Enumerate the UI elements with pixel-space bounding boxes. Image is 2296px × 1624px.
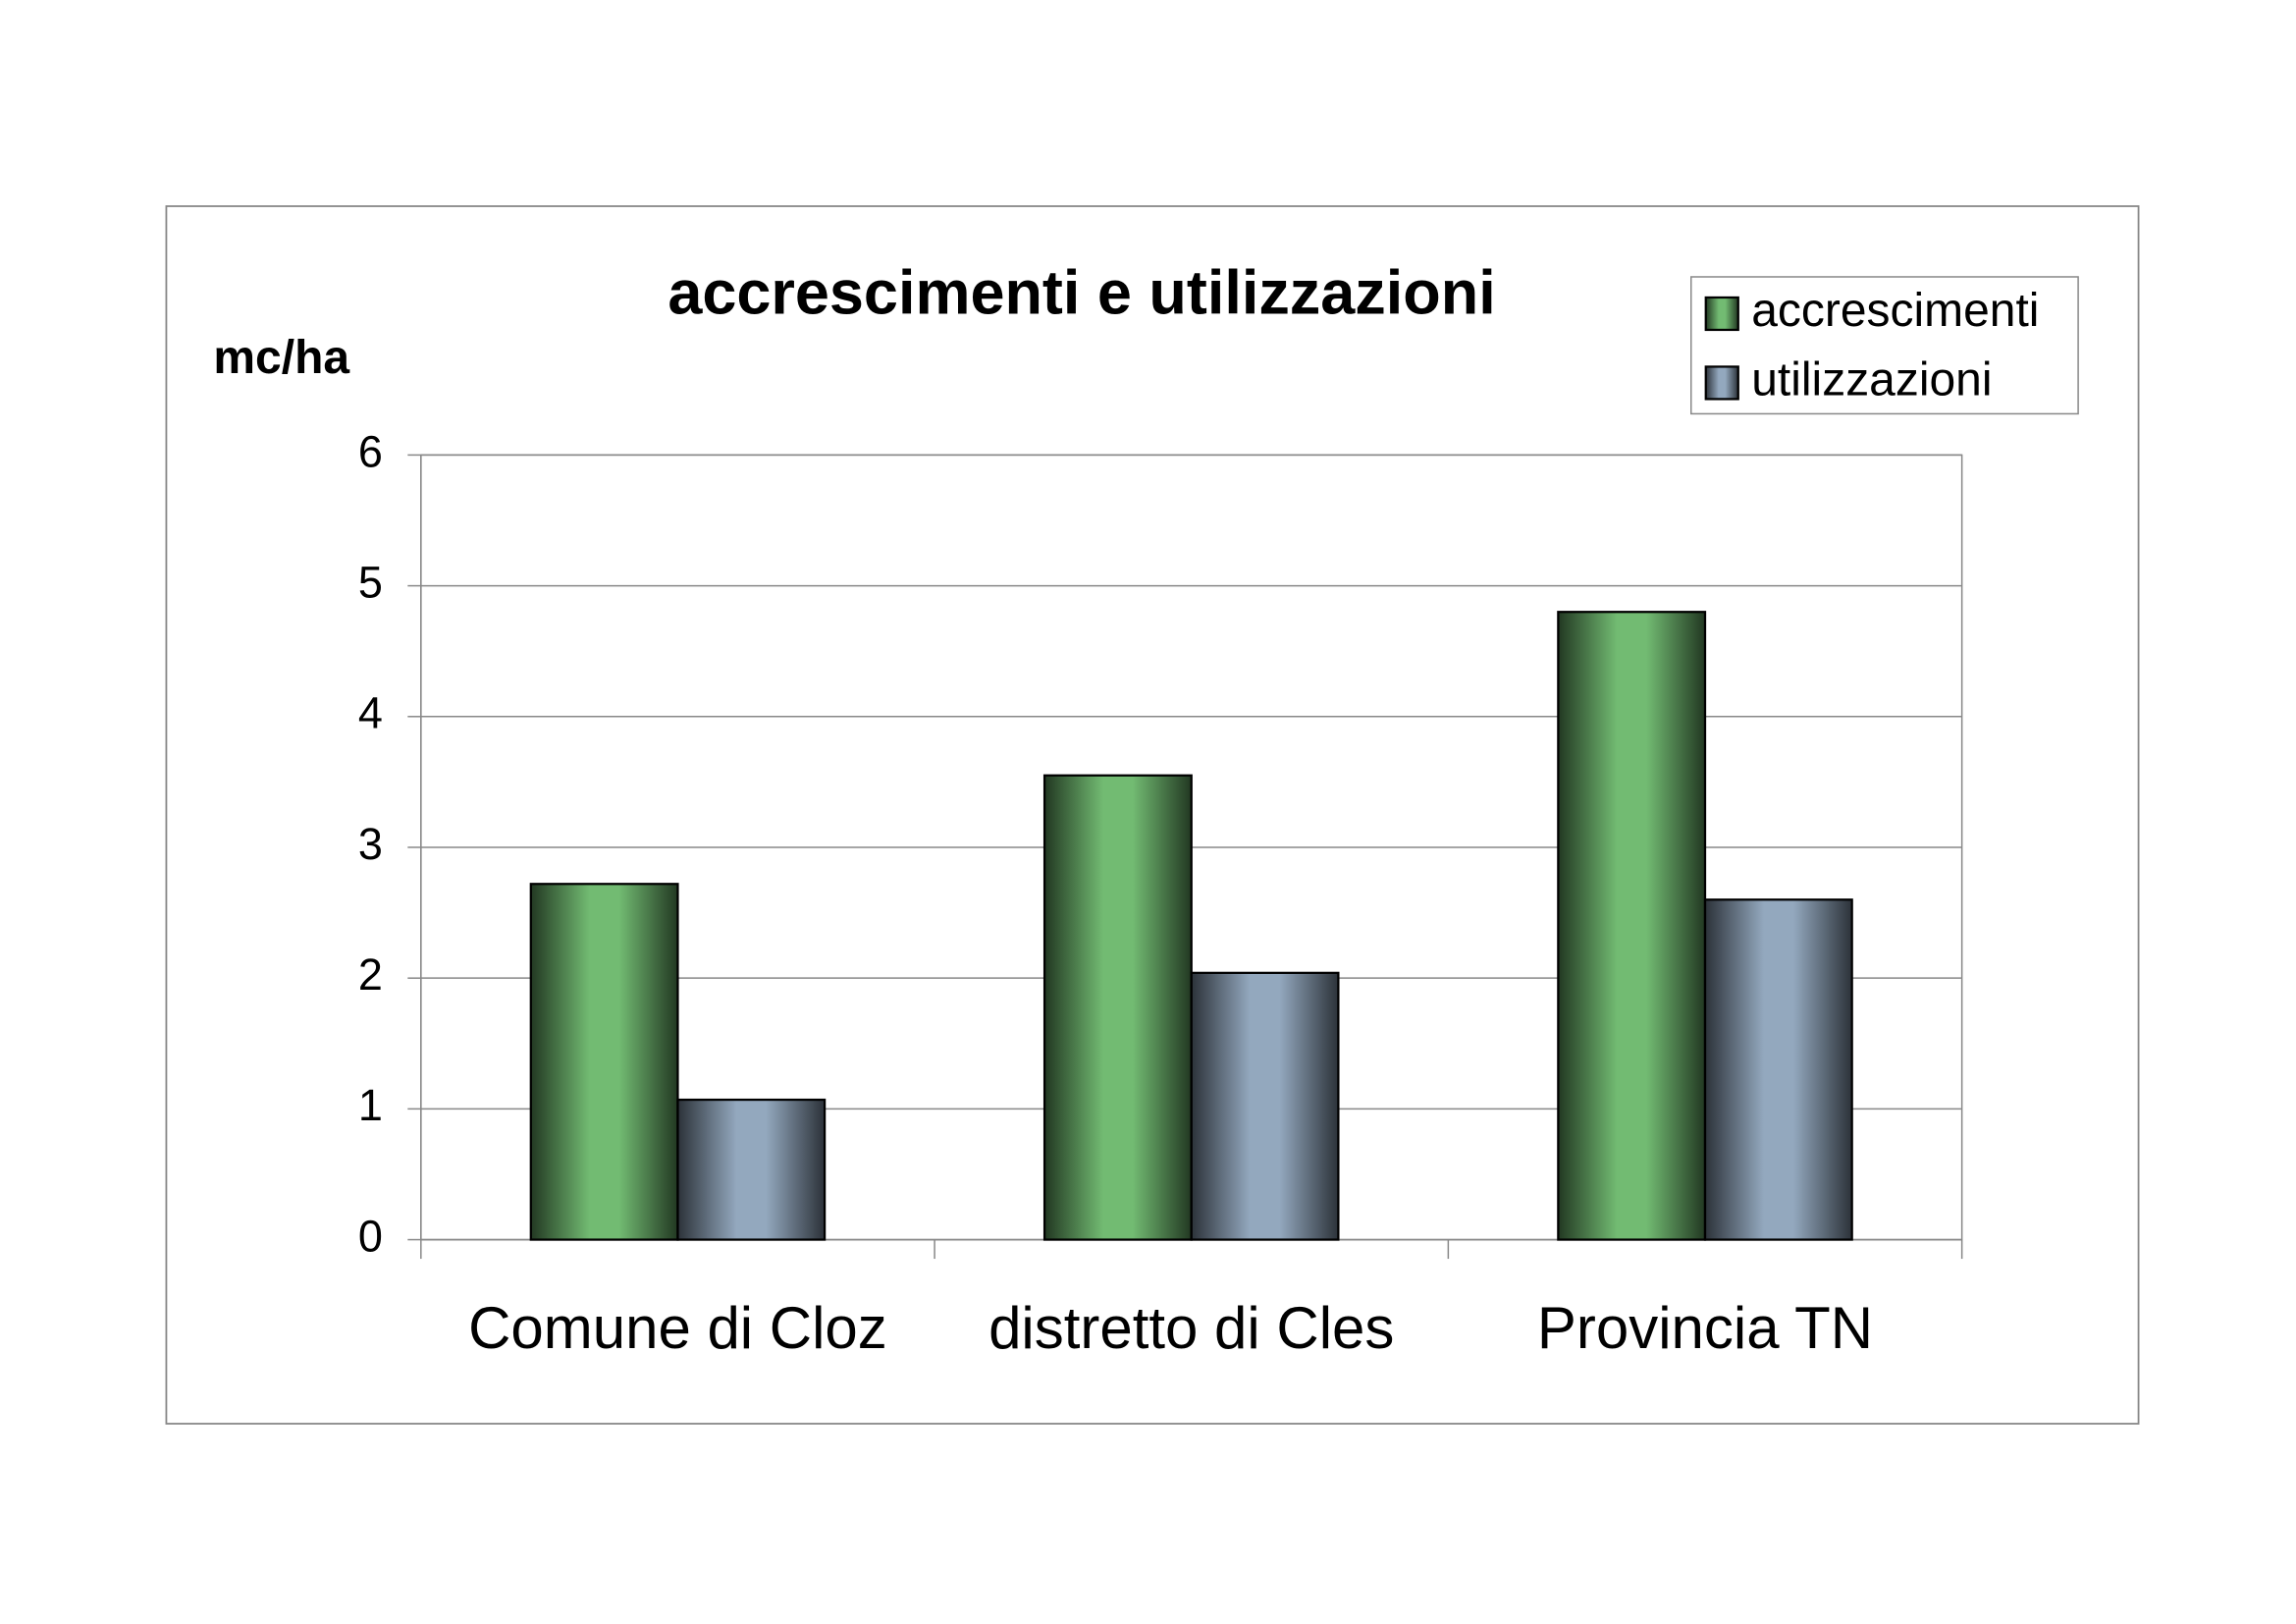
legend-label: accrescimenti: [1751, 285, 2039, 337]
y-tick-label: 4: [358, 688, 383, 738]
legend-label: utilizzazioni: [1751, 354, 1992, 406]
legend-swatch: [1704, 365, 1739, 401]
y-axis-label: mc/ha: [213, 332, 349, 384]
bar: [1703, 898, 1853, 1241]
y-tick-label: 6: [358, 426, 383, 476]
y-tick-label: 2: [358, 949, 383, 1000]
bar: [529, 883, 679, 1241]
y-tick-label: 1: [358, 1080, 383, 1130]
bar: [1042, 774, 1193, 1241]
x-tick-label: Comune di Cloz: [468, 1295, 887, 1361]
y-tick-label: 3: [358, 819, 383, 869]
bar: [1190, 971, 1340, 1241]
legend-swatch: [1704, 296, 1739, 332]
x-tick-label: distretto di Cles: [988, 1295, 1394, 1361]
x-tick-label: Provincia TN: [1537, 1295, 1873, 1361]
bar: [676, 1098, 827, 1241]
y-tick-label: 0: [358, 1211, 383, 1261]
chart-title: accrescimenti e utilizzazioni: [667, 259, 1495, 328]
bar: [1557, 611, 1707, 1241]
y-tick-label: 5: [358, 557, 383, 607]
legend-box: [1690, 276, 2079, 415]
